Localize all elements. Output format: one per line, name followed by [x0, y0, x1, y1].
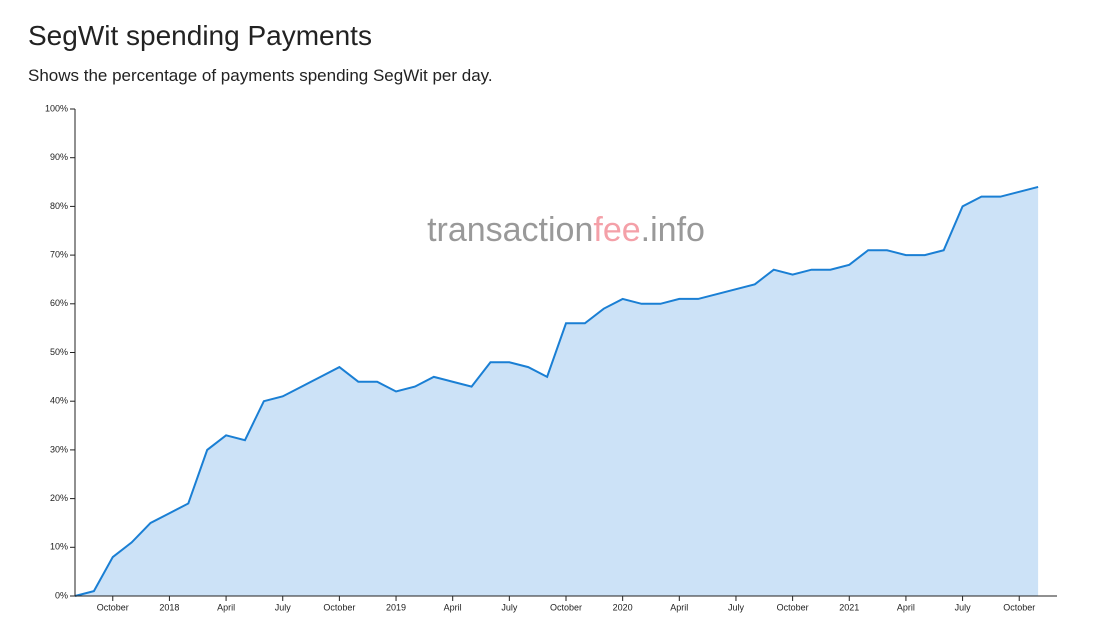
x-tick-label: October	[1003, 602, 1035, 612]
line	[74, 185, 1039, 597]
x-tick-label: April	[217, 602, 235, 612]
y-tick-label: 100%	[45, 103, 68, 113]
y-tick-label: 20%	[50, 493, 68, 503]
y-tick-label: 30%	[50, 444, 68, 454]
x-tick-label: October	[323, 602, 355, 612]
y-tick-label: 70%	[50, 249, 68, 259]
y-tick-label: 60%	[50, 298, 68, 308]
y-tick-label: 90%	[50, 152, 68, 162]
x-tick-label: July	[728, 602, 745, 612]
x-tick-label: April	[444, 602, 462, 612]
y-tick-label: 80%	[50, 201, 68, 211]
x-tick-label: April	[897, 602, 915, 612]
y-tick-label: 40%	[50, 396, 68, 406]
x-tick-label: April	[670, 602, 688, 612]
y-tick-label: 10%	[50, 542, 68, 552]
watermark-part: .info	[641, 211, 705, 249]
x-tick-label: July	[275, 602, 292, 612]
chart-title: SegWit spending Payments	[28, 20, 372, 51]
watermark-part: fee	[593, 211, 640, 249]
watermark: transactionfee.info	[427, 211, 705, 249]
y-tick-label: 0%	[55, 590, 68, 600]
x-tick-label: October	[777, 602, 809, 612]
x-tick-label: 2021	[839, 602, 859, 612]
x-tick-label: 2020	[613, 602, 633, 612]
x-tick-label: October	[550, 602, 582, 612]
x-tick-label: July	[501, 602, 518, 612]
area	[75, 186, 1039, 597]
chart-subtitle: Shows the percentage of payments spendin…	[28, 66, 493, 85]
x-tick-label: 2018	[159, 602, 179, 612]
x-tick-label: 2019	[386, 602, 406, 612]
y-tick-label: 50%	[50, 347, 68, 357]
x-tick-label: October	[97, 602, 129, 612]
watermark-part: transaction	[427, 211, 593, 249]
x-tick-label: July	[955, 602, 972, 612]
